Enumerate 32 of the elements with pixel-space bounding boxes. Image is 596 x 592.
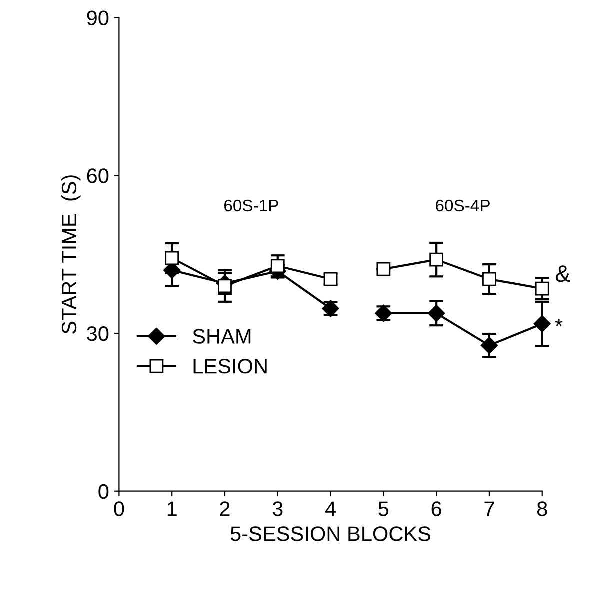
legend-label: SHAM: [193, 329, 251, 344]
annotation: 60S-4P: [436, 200, 490, 212]
x-tick-label: 8: [537, 502, 548, 516]
x-tick-label: 1: [168, 502, 177, 516]
point: [534, 315, 551, 333]
x-axis-title: 5-SESSION BLOCKS: [230, 526, 431, 542]
point: [324, 272, 338, 286]
x-tick-label: 4: [325, 502, 336, 516]
x-tick-label: 7: [484, 502, 494, 516]
point: [430, 252, 444, 267]
x-tick-label: 2: [220, 502, 230, 516]
text: *: [555, 319, 563, 326]
y-tick-label: 0: [98, 484, 109, 500]
y-axis-title: START TIME (S): [61, 176, 81, 334]
x-tick-label: 5: [378, 502, 389, 516]
y-tick-label: 90: [87, 10, 109, 26]
point: [270, 259, 285, 274]
point: [535, 282, 550, 296]
x-tick-label: 6: [432, 502, 442, 516]
point: [482, 272, 496, 286]
point: [218, 279, 232, 294]
x-tick-label: 0: [114, 502, 124, 516]
y-tick-label: 60: [87, 168, 109, 184]
legend-label: LESION: [194, 359, 267, 374]
point: [165, 251, 180, 266]
point: [480, 337, 498, 354]
point: [428, 304, 446, 322]
x-tick-label: 3: [272, 502, 283, 516]
annotation: 60S-1P: [224, 200, 278, 212]
point: [376, 262, 391, 276]
y-tick-label: 30: [87, 326, 109, 342]
text: &: [556, 266, 570, 282]
